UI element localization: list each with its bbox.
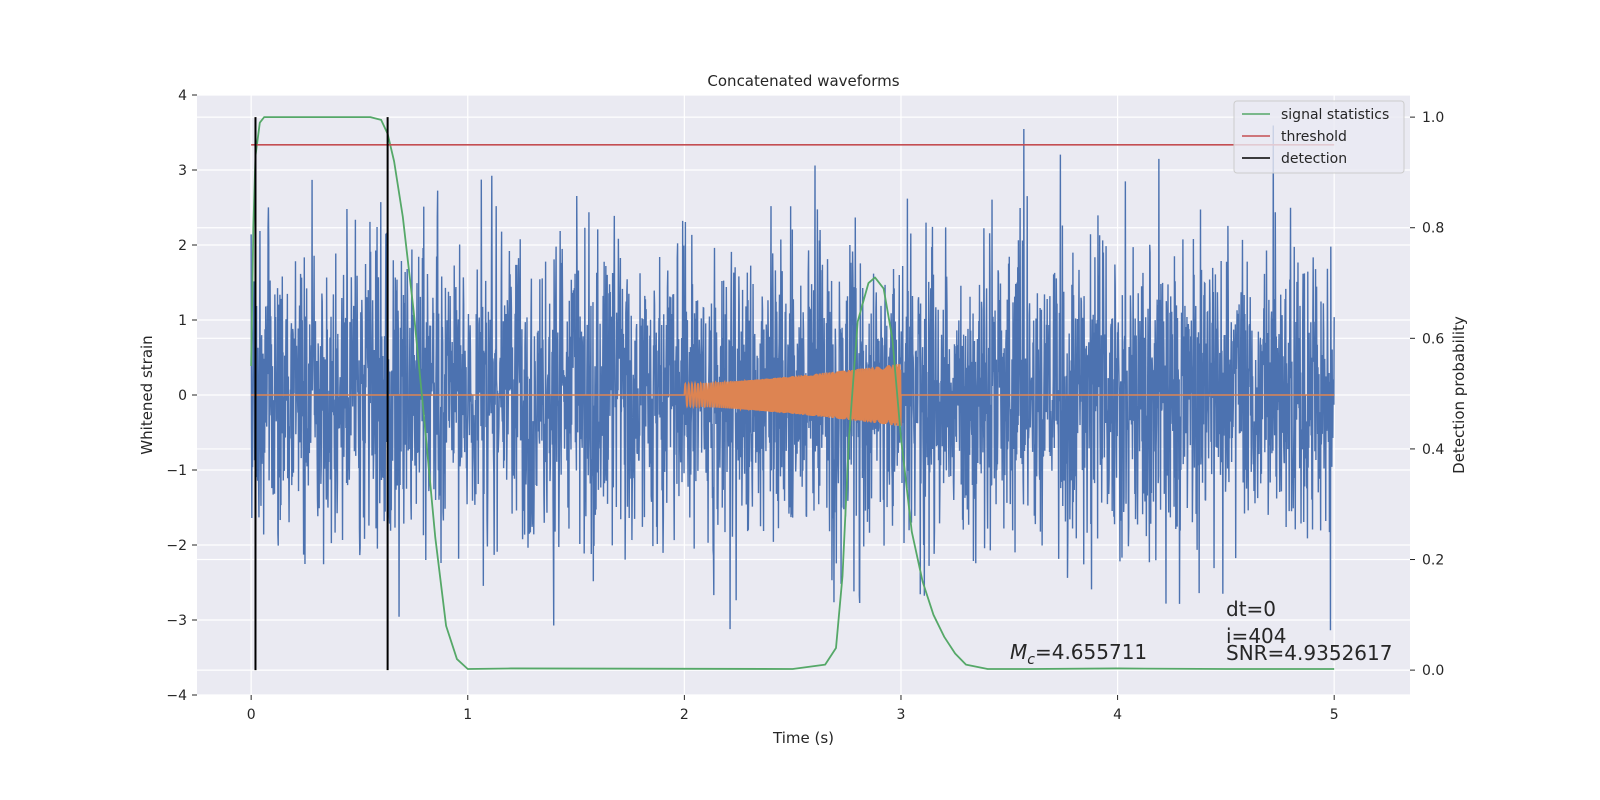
x-tick-label: 2 [680,707,689,723]
y-tick-label: −3 [166,613,187,629]
annotation-dt: dt=0 [1226,597,1276,621]
annotation-chirp-mass-subscript: c [1027,652,1035,668]
y-tick-label: 0 [178,388,187,404]
x-tick-label: 0 [247,707,256,723]
y-tick-label: 2 [178,238,187,254]
y-right-tick-label: 0.4 [1422,442,1444,458]
annotation-chirp-mass-value: =4.655711 [1035,640,1147,664]
axes-ticks: 0 1 2 3 4 5 −4 −3 −2 −1 0 1 2 3 4 0.0 0.2 0.4 0.6 0.8 1.0 [166,88,1444,723]
y-right-tick-label: 0.8 [1422,221,1444,237]
legend: signal statistics threshold detection [1233,100,1405,174]
y-tick-label: −1 [166,463,187,479]
legend-box [1233,100,1405,174]
y-tick-label: −2 [166,538,187,554]
annotation-chirp-mass-symbol: M [1010,640,1027,664]
y-right-tick-label: 0.0 [1422,663,1444,679]
y-tick-label: 1 [178,313,187,329]
x-tick-label: 3 [897,707,906,723]
y-right-tick-label: 0.6 [1422,331,1444,347]
y-axis-label: Whitened strain [138,335,156,454]
annotation-index: i=404 [1226,624,1287,648]
annotation-chirp-mass: Mc=4.655711 [1010,640,1147,668]
y-tick-label: 4 [178,88,187,104]
series-signal-statistics [250,116,1335,670]
y-right-tick-label: 1.0 [1422,110,1444,126]
plot-series [250,116,1335,671]
x-axis-label: Time (s) [772,729,834,747]
legend-entry-detection: detection [1281,151,1347,167]
series-chirp [251,364,1335,427]
y-tick-label: 3 [178,163,187,179]
legend-entry-threshold: threshold [1281,129,1347,145]
y-axis-right-label: Detection probability [1450,316,1468,474]
x-tick-label: 1 [463,707,472,723]
legend-entry-signal-statistics: signal statistics [1281,107,1389,123]
series-noise [250,125,1335,631]
y-right-tick-label: 0.2 [1422,553,1444,569]
y-tick-label: −4 [166,688,187,704]
chart-title: Concatenated waveforms [707,72,899,90]
annotation-snr: SNR=4.9352617 [1226,641,1392,665]
x-tick-label: 5 [1330,707,1339,723]
x-tick-label: 4 [1113,707,1122,723]
